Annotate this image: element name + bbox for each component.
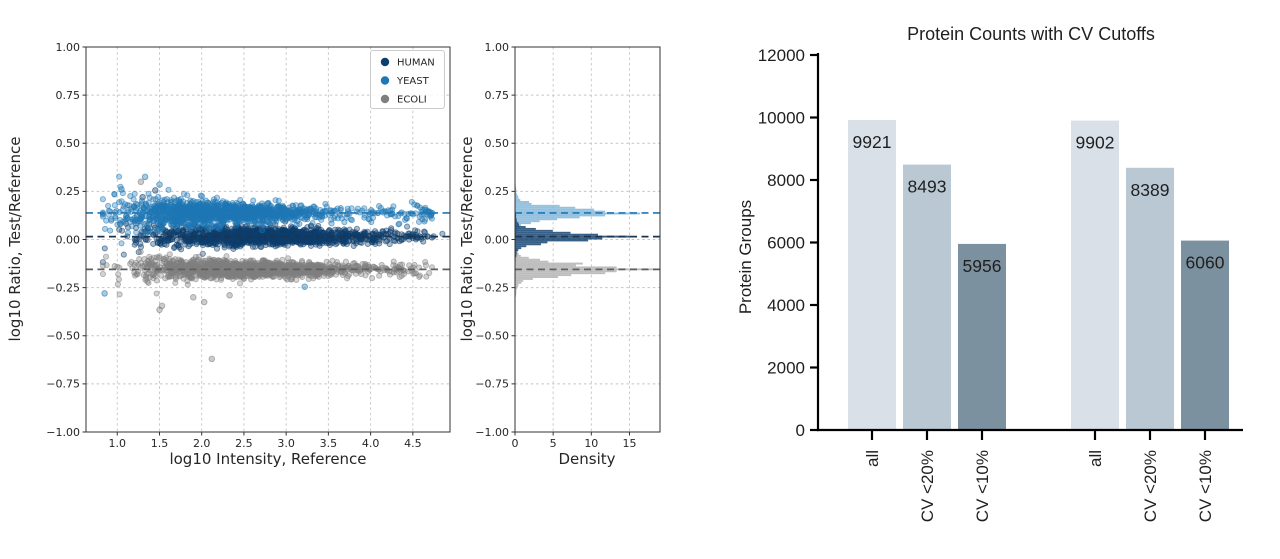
svg-text:1.0: 1.0 [108,437,126,450]
svg-text:2.0: 2.0 [193,437,211,450]
svg-text:−1.00: −1.00 [46,426,80,439]
bar-category-label: all [863,450,882,467]
bar-cv-10--5 [1181,240,1229,430]
svg-text:0.25: 0.25 [485,185,510,198]
svg-text:1.00: 1.00 [56,41,81,54]
bar-cv-20--1 [903,164,951,430]
svg-text:−0.25: −0.25 [475,281,509,294]
svg-text:0: 0 [796,421,805,440]
svg-text:−0.50: −0.50 [475,330,509,343]
svg-text:1.00: 1.00 [485,41,510,54]
svg-text:4000: 4000 [767,296,805,315]
svg-text:−0.75: −0.75 [475,378,509,391]
scatter-points-yeast [99,173,436,297]
bar-value-label: 9921 [853,132,892,152]
bar-value-label: 8389 [1131,180,1170,200]
scatter-tick-labels: 1.0 1.5 2.0 2.5 3.0 3.5 4.0 4.5 1.00 0.75 0.50 0.25… [46,41,421,450]
legend-label-human: HUMAN [397,58,435,69]
svg-text:−0.75: −0.75 [46,378,80,391]
svg-text:−0.50: −0.50 [46,330,80,343]
svg-text:3.0: 3.0 [277,437,295,450]
density-histogram-bars [515,183,657,302]
svg-text:4.0: 4.0 [362,437,380,450]
bar-category-label: all [1086,450,1105,467]
svg-text:1.5: 1.5 [151,437,169,450]
legend-label-yeast: YEAST [396,76,430,87]
bar-category-label: CV <10% [973,450,992,522]
density-tick-labels: 0 5 10 15 1.00 0.75 0.50 0.25 0.00 −0.25 −0.50 −0.7… [475,41,636,450]
bar-value-label: 8493 [908,177,947,197]
bar-value-label: 5956 [963,256,1002,276]
scatter-yaxis-label: log10 Ratio, Test/Reference [6,137,24,342]
svg-text:8000: 8000 [767,171,805,190]
svg-text:0.00: 0.00 [485,233,510,246]
bar-chart-title: Protein Counts with CV Cutoffs [907,24,1155,44]
svg-text:−1.00: −1.00 [475,426,509,439]
svg-text:0.75: 0.75 [56,89,81,102]
legend-label-ecoli: ECOLI [397,95,427,106]
svg-text:15: 15 [622,437,636,450]
bar-value-label: 9902 [1076,133,1115,153]
bar-category-label: CV <20% [918,450,937,522]
density-bars-ecoli [515,239,657,302]
svg-text:4.5: 4.5 [404,437,422,450]
bar-chart-axes [810,53,1243,440]
bar-cv-20--4 [1126,167,1174,431]
svg-text:6000: 6000 [767,234,805,253]
scatter-xaxis-label: log10 Intensity, Reference [169,450,366,468]
svg-text:0.50: 0.50 [485,137,510,150]
svg-text:0.25: 0.25 [56,185,81,198]
density-xaxis-label: Density [558,450,615,468]
legend-marker-ecoli [380,94,390,104]
bar-value-label: 6060 [1186,253,1225,273]
svg-text:0: 0 [512,437,519,450]
svg-text:2000: 2000 [767,359,805,378]
svg-text:2.5: 2.5 [235,437,253,450]
scatter-points [99,173,446,363]
svg-text:0.00: 0.00 [56,233,81,246]
legend-marker-yeast [380,76,390,85]
bar-cv-10--2 [958,243,1006,430]
svg-text:3.5: 3.5 [320,437,338,450]
bar-category-label: CV <20% [1141,450,1160,522]
density-yaxis-label: log10 Ratio, Test/Reference [458,137,476,342]
density-reference-lines [515,212,660,271]
legend-box [370,50,445,109]
scatter-axes-frame [82,46,451,436]
svg-text:10000: 10000 [758,109,805,128]
bar-all-3 [1071,120,1119,430]
svg-text:5: 5 [550,437,557,450]
bar-chart-labels: 0 2000 4000 6000 8000 10000 12000 9921 all 8493 CV… [758,46,1225,522]
svg-text:10: 10 [584,437,598,450]
bar-chart-yaxis-label: Protein Groups [736,200,755,314]
svg-text:0.50: 0.50 [56,137,81,150]
bar-all-0 [848,120,896,430]
svg-text:−0.25: −0.25 [46,281,80,294]
legend: HUMAN YEAST ECOLI [370,50,445,109]
svg-text:12000: 12000 [758,46,805,65]
scatter-reference-lines [86,212,450,271]
density-axes-frame [511,46,661,436]
legend-marker-human [380,57,390,67]
svg-text:0.75: 0.75 [485,89,510,102]
bar-category-label: CV <10% [1196,450,1215,522]
bar-chart-bars [848,120,1229,431]
